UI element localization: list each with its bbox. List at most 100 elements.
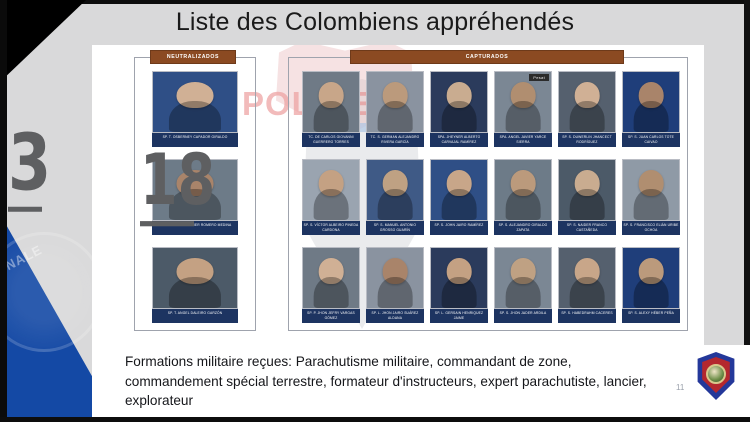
frame-edge-top — [0, 0, 750, 4]
face-head-shape — [176, 81, 214, 108]
person-photo — [430, 159, 488, 221]
photo-cell[interactable]: TC. DE CARLOS GIOVANNI GUERRERO TORRES — [302, 71, 360, 147]
face-thumbnail — [153, 72, 237, 132]
face-head-shape — [574, 81, 600, 108]
photo-cell[interactable]: SP. S. ALEXY HÉBER PEÑA — [622, 247, 680, 323]
person-caption: SP. L. JHON JAIRO SUÁREZ ALDANA — [366, 309, 424, 323]
count-neutralized-rule — [8, 206, 42, 212]
person-caption: SP. S. NAIDER FRANCO CASTAÑEDA — [558, 221, 616, 235]
panel-captured-header: CAPTURADOS — [350, 50, 624, 64]
face-head-shape — [510, 81, 536, 108]
photo-cell[interactable]: SP. L. GERSAIN HENRIQUEZ JAIME — [430, 247, 488, 323]
emblem-core — [706, 364, 726, 384]
photo-cell[interactable]: SP. T. ANGEL DALEIRO GARZÓN — [152, 247, 238, 323]
face-head-shape — [574, 257, 600, 284]
person-caption: SP. S. FRANCISCO ELIÁN URIBE OCHOA — [622, 221, 680, 235]
face-head-shape — [510, 169, 536, 196]
person-photo — [622, 159, 680, 221]
face-thumbnail — [623, 72, 679, 132]
photo-cell[interactable]: SP. S. ALEJANDRO GIRALDO ZAPATA — [494, 159, 552, 235]
panel-neutralized-header: NEUTRALIZADOS — [150, 50, 236, 64]
person-photo — [366, 247, 424, 309]
person-photo — [558, 159, 616, 221]
person-photo — [152, 71, 238, 133]
photo-cell[interactable]: SP. P. JHON JEFRY VARGAS GÓMEZ — [302, 247, 360, 323]
photo-cell[interactable]: Pesat SPA. ANGEL JAVIER YARCE SIERRA — [494, 71, 552, 147]
person-photo — [622, 247, 680, 309]
photo-cell[interactable]: SP. T. OSBERNEY CAPADOR GIRALDO — [152, 71, 238, 147]
face-head-shape — [382, 81, 408, 108]
footer-band — [92, 345, 750, 422]
person-caption: SP. P. JHON JEFRY VARGAS GÓMEZ — [302, 309, 360, 323]
person-photo — [494, 247, 552, 309]
photo-cell[interactable]: SP. S. JOHN JAIRO RAMÍREZ — [430, 159, 488, 235]
face-thumbnail — [367, 72, 423, 132]
photo-cell[interactable]: SP. S. FRANCISCO ELIÁN URIBE OCHOA — [622, 159, 680, 235]
face-head-shape — [382, 257, 408, 284]
face-head-shape — [318, 257, 344, 284]
face-head-shape — [446, 169, 472, 196]
person-caption: SP. S. ALEJANDRO GIRALDO ZAPATA — [494, 221, 552, 235]
page-number: 11 — [676, 383, 685, 392]
photo-cell[interactable]: SP. L. JHON JAIRO SUÁREZ ALDANA — [366, 247, 424, 323]
face-thumbnail — [303, 248, 359, 308]
photo-cell[interactable]: SP. S. JUAN CARLOS TOTE CAIVAO — [622, 71, 680, 147]
person-caption: SPA. JHEYNER ALBERTO CARVAJAL RAMÍREZ — [430, 133, 488, 147]
face-thumbnail — [367, 248, 423, 308]
person-photo — [366, 71, 424, 133]
person-caption: SP. S. MANUEL ANTONIO GROSSO GUARÍN — [366, 221, 424, 235]
photo-cell[interactable]: SP. S. DUWERLIN JHANCECT RODRÍGUEZ — [558, 71, 616, 147]
person-caption: SP. T. ANGEL DALEIRO GARZÓN — [152, 309, 238, 323]
photo-cell[interactable]: SPA. JHEYNER ALBERTO CARVAJAL RAMÍREZ — [430, 71, 488, 147]
face-thumbnail — [559, 248, 615, 308]
person-photo — [558, 71, 616, 133]
person-photo — [152, 159, 238, 221]
person-photo — [430, 71, 488, 133]
person-photo — [430, 247, 488, 309]
face-thumbnail — [431, 160, 487, 220]
person-caption: SP. S. VÍCTOR ALBEIRO PINEDA CARDONA — [302, 221, 360, 235]
face-head-shape — [574, 169, 600, 196]
person-caption: SP. S. HABEDRAHM CACERES — [558, 309, 616, 323]
count-captured-rule — [140, 221, 194, 227]
person-photo — [366, 159, 424, 221]
person-photo: Pesat — [494, 71, 552, 133]
photo-cell[interactable]: SP. S. VÍCTOR ALBEIRO PINEDA CARDONA — [302, 159, 360, 235]
photo-cell[interactable]: SP. S. MANUEL ANTONIO GROSSO GUARÍN — [366, 159, 424, 235]
person-caption: SP. S. JOHN JAIRO RAMÍREZ — [430, 221, 488, 235]
photo-cell[interactable]: TC. S. GERMAN ALEJANDRO RIVERA GARCÍA — [366, 71, 424, 147]
face-thumbnail — [153, 160, 237, 220]
face-thumbnail — [431, 248, 487, 308]
face-head-shape — [638, 257, 664, 284]
person-caption: SP. S. DUWERLIN JHANCECT RODRÍGUEZ — [558, 133, 616, 147]
count-captured: 18 — [140, 145, 215, 227]
watermark-left-emblem — [0, 232, 104, 352]
person-photo — [494, 159, 552, 221]
face-thumbnail — [153, 248, 237, 308]
face-thumbnail — [495, 72, 551, 132]
face-head-shape — [176, 257, 214, 284]
face-thumbnail — [367, 160, 423, 220]
person-caption: SP. T. OSBERNEY CAPADOR GIRALDO — [152, 133, 238, 147]
photo-cell[interactable]: SP. S. HABEDRAHM CACERES — [558, 247, 616, 323]
police-shield-emblem — [696, 352, 736, 400]
face-thumbnail — [303, 72, 359, 132]
face-head-shape — [446, 257, 472, 284]
page-title: Liste des Colombiens appréhendés — [175, 8, 575, 36]
face-thumbnail — [431, 72, 487, 132]
face-head-shape — [638, 169, 664, 196]
person-caption: SP. L. GERSAIN HENRIQUEZ JAIME — [430, 309, 488, 323]
face-thumbnail — [495, 248, 551, 308]
photo-cell[interactable]: SP. S. JHON JADER ARDILA — [494, 247, 552, 323]
face-head-shape — [382, 169, 408, 196]
photo-cell[interactable]: SP. T. MAURICIO JAVIER ROMERO MEDINA — [152, 159, 238, 235]
person-caption: TC. S. GERMAN ALEJANDRO RIVERA GARCÍA — [366, 133, 424, 147]
frame-edge-left — [0, 0, 7, 422]
face-head-shape — [318, 169, 344, 196]
count-neutralized-value: 3 — [8, 116, 52, 208]
person-caption: SPA. ANGEL JAVIER YARCE SIERRA — [494, 133, 552, 147]
face-thumbnail — [303, 160, 359, 220]
photo-cell[interactable]: SP. S. NAIDER FRANCO CASTAÑEDA — [558, 159, 616, 235]
frame-edge-right — [744, 0, 750, 422]
